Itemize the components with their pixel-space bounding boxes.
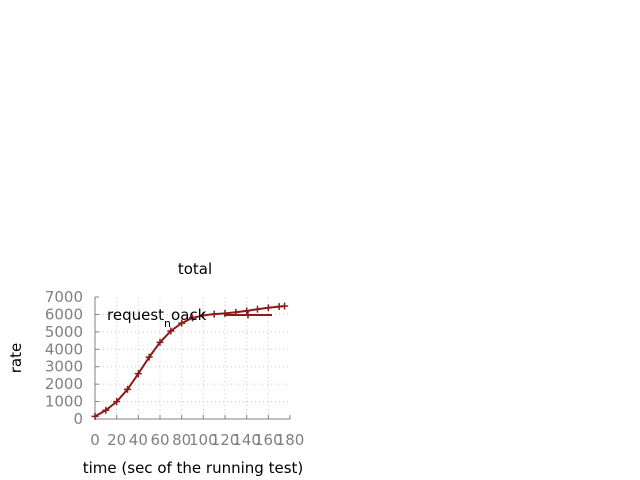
chart-title: total <box>178 260 212 278</box>
x-tick-label: 80 <box>172 431 191 449</box>
x-tick-label: 160 <box>254 431 283 449</box>
data-point <box>264 304 272 312</box>
y-axis-title: rate <box>7 343 25 373</box>
y-tick-label: 7000 <box>45 288 83 306</box>
legend: requestnoack <box>107 306 272 330</box>
y-tick-label: 6000 <box>45 305 83 323</box>
data-point <box>254 305 261 313</box>
grid-lines <box>95 297 290 419</box>
legend-label-tail: oack <box>171 306 207 324</box>
data-point <box>189 314 196 322</box>
data-point <box>243 307 251 315</box>
y-tick-label: 4000 <box>45 340 83 358</box>
y-tick-label: 2000 <box>45 375 83 393</box>
x-tick-label: 140 <box>232 431 261 449</box>
data-point <box>91 412 99 420</box>
data-point <box>156 338 164 346</box>
x-tick-label: 20 <box>107 431 126 449</box>
data-point <box>124 385 131 393</box>
legend-swatch-marker <box>244 311 252 319</box>
data-point <box>178 319 186 327</box>
x-axis-title: time (sec of the running test) <box>83 459 304 477</box>
y-tick-label: 1000 <box>45 393 83 411</box>
y-tick-label: 3000 <box>45 358 83 376</box>
data-point <box>113 398 121 406</box>
x-tick-label: 180 <box>276 431 305 449</box>
legend-label-base: request <box>107 306 164 324</box>
tick-labels: 0 20 40 60 801001201401601800100020003000400… <box>45 288 305 449</box>
data-point <box>134 370 142 378</box>
x-tick-label: 60 <box>150 431 169 449</box>
data-point <box>210 310 218 318</box>
data-point <box>102 406 110 414</box>
x-tick-label: 100 <box>189 431 218 449</box>
x-tick-label: 0 <box>90 431 100 449</box>
legend-label: requestnoack <box>107 306 207 330</box>
data-point <box>199 311 207 319</box>
y-tick-label: 5000 <box>45 323 83 341</box>
data-point <box>145 353 153 361</box>
data-point <box>281 302 289 310</box>
legend-label-subscript: n <box>164 317 171 330</box>
data-point <box>167 327 175 335</box>
axes <box>94 296 291 420</box>
y-tick-label: 0 <box>73 410 83 428</box>
x-tick-label: 120 <box>211 431 240 449</box>
x-tick-label: 40 <box>129 431 148 449</box>
